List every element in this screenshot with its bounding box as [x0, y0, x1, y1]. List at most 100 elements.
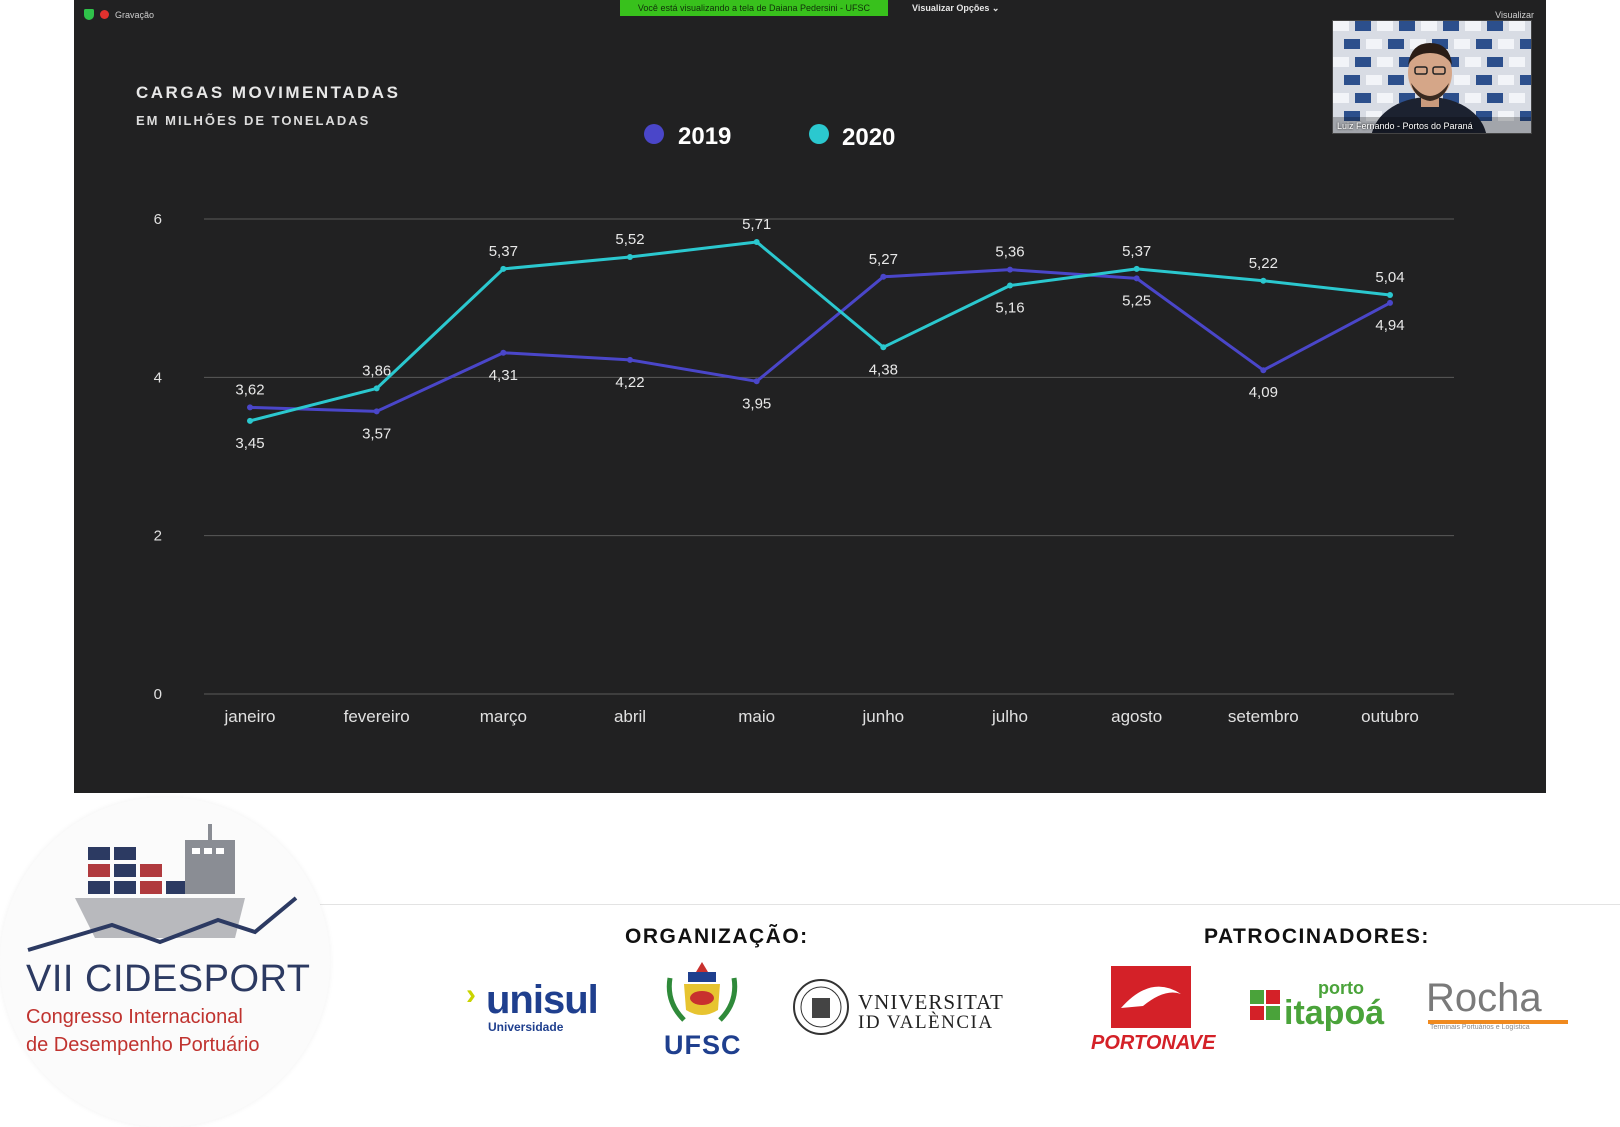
backdrop-tile	[1476, 75, 1492, 85]
data-point-2019	[1133, 275, 1140, 282]
x-tick-label: fevereiro	[344, 707, 410, 726]
chart-subtitle: EM MILHÕES DE TONELADAS	[136, 113, 370, 128]
backdrop-tile	[1399, 21, 1415, 31]
data-label-2020: 5,04	[1375, 269, 1404, 286]
data-label-2019: 5,36	[995, 244, 1024, 261]
data-label-2019: 4,09	[1249, 384, 1278, 401]
legend-2019-label: 2019	[678, 123, 731, 150]
data-label-2019: 5,25	[1122, 292, 1151, 309]
event-subtitle-line1: Congresso Internacional	[26, 1006, 243, 1028]
x-tick-label: janeiro	[223, 707, 275, 726]
data-label-2020: 5,37	[489, 243, 518, 260]
y-tick-label: 4	[154, 369, 162, 386]
data-label-2019: 3,57	[362, 425, 391, 442]
backdrop-tile	[1476, 39, 1492, 49]
valencia-line1: VNIVERSITAT	[858, 990, 1004, 1014]
view-options-button[interactable]: Visualizar Opções ⌄	[912, 3, 1000, 13]
y-tick-label: 2	[154, 528, 162, 545]
backdrop-tile	[1509, 93, 1525, 103]
data-label-2020: 5,52	[615, 231, 644, 248]
backdrop-tile	[1443, 93, 1459, 103]
ship-logo-icon	[27, 824, 298, 952]
itapoa-wordmark: itapoá	[1284, 994, 1385, 1032]
data-point-2019	[247, 404, 253, 411]
backdrop-tile	[1465, 21, 1481, 31]
valencia-seal-icon	[793, 979, 849, 1035]
y-tick-label: 6	[154, 211, 162, 228]
backdrop-tile	[1454, 75, 1470, 85]
portonave-mark-icon	[1111, 966, 1191, 1028]
legend-2019-marker	[644, 124, 664, 144]
backdrop-tile	[1388, 39, 1404, 49]
backdrop-tile	[1366, 75, 1382, 85]
backdrop-tile	[1498, 75, 1514, 85]
backdrop-tile	[1487, 93, 1503, 103]
backdrop-tile	[1333, 93, 1349, 103]
backdrop-tile	[1520, 75, 1531, 85]
line-chart: CARGAS MOVIMENTADAS EM MILHÕES DE TONELA…	[136, 83, 1454, 726]
backdrop-tile	[1355, 57, 1371, 67]
footer-divider	[320, 904, 1620, 905]
x-tick-label: março	[480, 707, 527, 726]
backdrop-tile	[1443, 21, 1459, 31]
event-subtitle-line2: de Desempenho Portuário	[26, 1034, 260, 1056]
organizacao-heading: ORGANIZAÇÃO:	[625, 925, 809, 948]
backdrop-tile	[1366, 111, 1382, 121]
data-point-2019	[880, 273, 887, 280]
data-point-2020	[500, 265, 507, 272]
y-tick-label: 0	[154, 686, 162, 703]
recording-indicator: Gravação	[84, 9, 154, 20]
shared-screen: Gravação Você está visualizando a tela d…	[74, 0, 1546, 793]
data-point-2019	[1387, 299, 1393, 306]
unisul-wordmark: unisul	[486, 978, 599, 1022]
backdrop-tile	[1355, 21, 1371, 31]
backdrop-tile	[1454, 39, 1470, 49]
data-point-2019	[1260, 367, 1267, 374]
patrocinadores-heading: PATROCINADORES:	[1204, 925, 1430, 948]
data-point-2020	[627, 254, 633, 260]
data-label-2019: 4,94	[1375, 317, 1404, 334]
x-tick-label: junho	[862, 707, 905, 726]
chart-title: CARGAS MOVIMENTADAS	[136, 83, 400, 102]
data-point-2020	[1007, 282, 1013, 289]
backdrop-tile	[1333, 21, 1349, 31]
backdrop-tile	[1344, 111, 1360, 121]
backdrop-tile	[1355, 93, 1371, 103]
data-label-2020: 4,38	[869, 361, 898, 378]
series-line-2019	[249, 268, 1391, 413]
backdrop-tile	[1377, 93, 1393, 103]
x-tick-label: maio	[738, 707, 775, 726]
ufsc-crest-icon	[666, 962, 738, 1022]
backdrop-tile	[1520, 111, 1531, 121]
data-label-2019: 4,31	[489, 367, 518, 384]
view-button[interactable]: Visualizar	[1495, 10, 1534, 20]
data-point-2020	[753, 238, 760, 245]
backdrop-tile	[1344, 75, 1360, 85]
data-point-2019	[1007, 266, 1013, 273]
data-label-2020: 3,86	[362, 362, 391, 379]
data-point-2020	[880, 344, 887, 351]
data-point-2020	[373, 385, 380, 392]
backdrop-tile	[1344, 39, 1360, 49]
backdrop-tile	[1377, 21, 1393, 31]
legend-2020-label: 2020	[842, 124, 895, 151]
data-point-2019	[500, 349, 507, 356]
backdrop-tile	[1399, 93, 1415, 103]
data-point-2020	[1260, 277, 1267, 284]
x-tick-label: outubro	[1361, 707, 1419, 726]
x-tick-label: julho	[991, 707, 1028, 726]
backdrop-tile	[1421, 21, 1437, 31]
webcam-image	[1333, 21, 1531, 133]
data-point-2019	[753, 378, 760, 385]
data-point-2020	[247, 417, 253, 424]
data-label-2020: 5,71	[742, 216, 771, 233]
backdrop-tile	[1520, 39, 1531, 49]
backdrop-tile	[1498, 111, 1514, 121]
backdrop-tile	[1476, 111, 1492, 121]
valencia-line2: ID VALÈNCIA	[858, 1012, 994, 1033]
portonave-wordmark: PORTONAVE	[1091, 1032, 1216, 1054]
record-icon	[100, 10, 109, 19]
data-label-2020: 5,37	[1122, 243, 1151, 260]
event-logo-backdrop	[0, 797, 330, 1127]
data-point-2020	[1133, 265, 1140, 272]
